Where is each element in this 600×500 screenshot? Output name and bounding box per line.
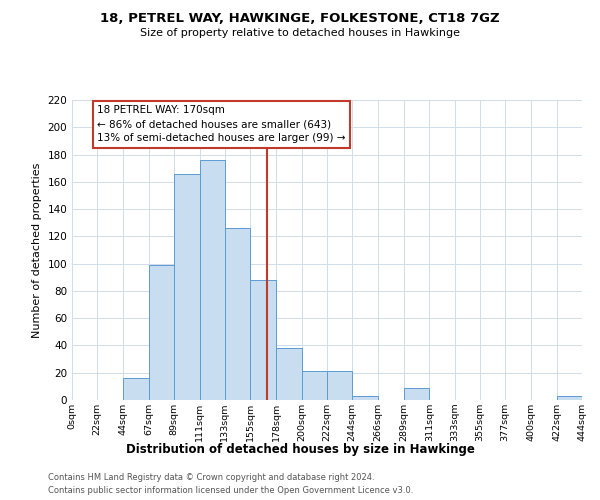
Bar — [327, 372, 352, 400]
Text: Distribution of detached houses by size in Hawkinge: Distribution of detached houses by size … — [125, 442, 475, 456]
Bar — [302, 372, 327, 400]
Text: 18 PETREL WAY: 170sqm
← 86% of detached houses are smaller (643)
13% of semi-det: 18 PETREL WAY: 170sqm ← 86% of detached … — [97, 106, 346, 144]
Text: Size of property relative to detached houses in Hawkinge: Size of property relative to detached ho… — [140, 28, 460, 38]
Text: Contains HM Land Registry data © Crown copyright and database right 2024.: Contains HM Land Registry data © Crown c… — [48, 472, 374, 482]
Bar — [199, 160, 225, 400]
Bar — [122, 378, 149, 400]
Bar — [277, 348, 302, 400]
Bar — [149, 265, 174, 400]
Bar — [174, 174, 199, 400]
Bar — [225, 228, 250, 400]
Bar — [250, 280, 277, 400]
Text: 18, PETREL WAY, HAWKINGE, FOLKESTONE, CT18 7GZ: 18, PETREL WAY, HAWKINGE, FOLKESTONE, CT… — [100, 12, 500, 26]
Bar — [404, 388, 429, 400]
Bar — [557, 396, 582, 400]
Y-axis label: Number of detached properties: Number of detached properties — [32, 162, 42, 338]
Bar — [352, 396, 377, 400]
Text: Contains public sector information licensed under the Open Government Licence v3: Contains public sector information licen… — [48, 486, 413, 495]
